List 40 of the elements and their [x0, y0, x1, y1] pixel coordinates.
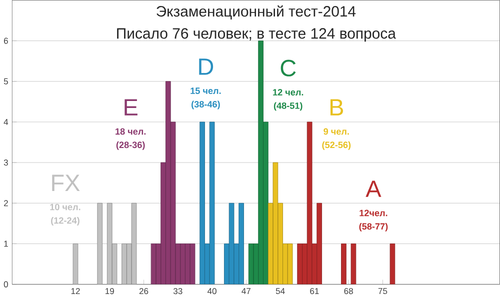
text: Писало 76 человек; в тесте 124 вопроса — [117, 28, 396, 42]
x-tick-label: 33 — [173, 288, 182, 294]
annotation: (52-56) — [322, 142, 351, 150]
x-tick-label: 54 — [276, 288, 285, 294]
annotation: (48-51) — [274, 102, 302, 111]
annotation: 18 чел. — [116, 128, 146, 135]
annotation: C — [280, 60, 296, 77]
annotation: 12чел. — [360, 210, 388, 216]
annotation: (38-46) — [192, 100, 220, 110]
annotation: FX — [52, 174, 80, 192]
x-tick-label: 61 — [310, 288, 319, 294]
annotation: B — [330, 99, 343, 116]
annotation: (58-77) — [359, 223, 388, 232]
annotation: (12-24) — [51, 217, 80, 226]
x-tick-label: 68 — [344, 288, 353, 294]
annotation: 12 чел. — [273, 89, 304, 96]
x-tick-label: 19 — [106, 288, 114, 294]
annotation: A — [366, 180, 382, 198]
y-tick-label: 5 — [4, 78, 8, 85]
y-tick-label: 3 — [4, 160, 8, 166]
annotation: 15 чел. — [190, 88, 221, 94]
annotation: 9 чел. — [324, 128, 349, 135]
bar — [341, 244, 346, 284]
y-tick-label: 4 — [4, 119, 8, 126]
bar — [390, 244, 396, 284]
annotation: (28-36) — [116, 142, 145, 150]
y-tick-label: 1 — [4, 240, 8, 247]
x-tick-label: 12 — [71, 288, 80, 294]
annotation: D — [199, 58, 214, 75]
y-tick-label: 0 — [4, 281, 8, 288]
bar — [350, 244, 356, 284]
x-tick-label: 40 — [207, 288, 216, 294]
annotation: E — [124, 99, 138, 116]
y-tick-label: 2 — [4, 200, 8, 206]
x-tick-label: 47 — [242, 288, 250, 294]
y-tick-label: 6 — [4, 38, 8, 44]
annotation: 10 чел. — [50, 204, 80, 210]
x-tick-label: 26 — [139, 288, 148, 294]
x-tick-label: 75 — [378, 288, 388, 294]
chart-title: Экзаменационный тест-2014 — [156, 6, 356, 20]
